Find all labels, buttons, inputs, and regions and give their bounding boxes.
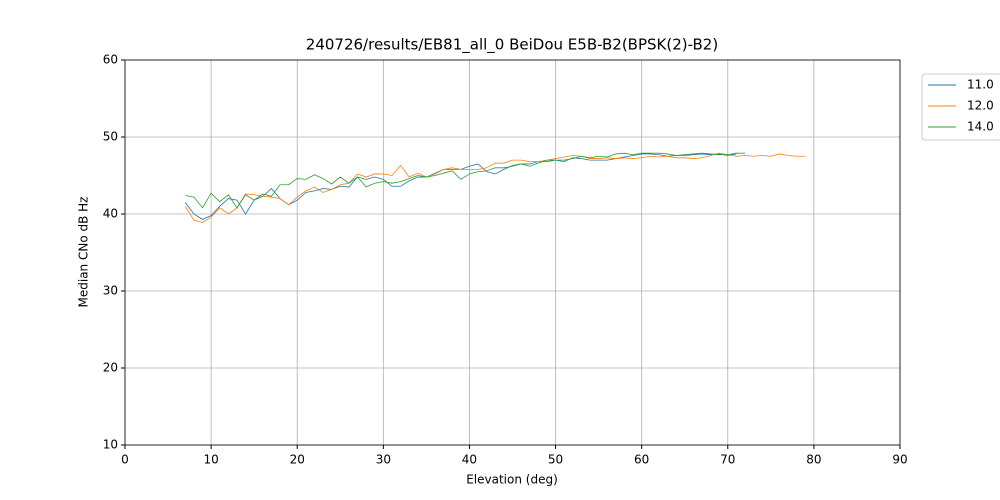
y-tick-label: 60 bbox=[103, 53, 118, 67]
plot-frame bbox=[124, 59, 901, 446]
y-tick-label: 30 bbox=[103, 284, 118, 298]
x-tick-label: 50 bbox=[548, 453, 563, 467]
x-tick-label: 0 bbox=[121, 453, 129, 467]
x-axis-label: Elevation (deg) bbox=[466, 473, 558, 487]
x-tick-label: 90 bbox=[892, 453, 907, 467]
series-line bbox=[185, 152, 745, 209]
x-tick-label: 80 bbox=[806, 453, 821, 467]
x-tick-label: 70 bbox=[720, 453, 735, 467]
x-tick-label: 60 bbox=[634, 453, 649, 467]
legend-label: 12.0 bbox=[967, 99, 994, 113]
series-line bbox=[184, 153, 737, 220]
chart-title: 240726/results/EB81_all_0 BeiDou E5B-B2(… bbox=[306, 36, 718, 55]
y-tick-label: 20 bbox=[103, 361, 118, 375]
legend-label: 11.0 bbox=[967, 78, 994, 92]
x-tick-label: 10 bbox=[203, 453, 218, 467]
legend-label: 14.0 bbox=[967, 120, 994, 134]
y-tick-label: 50 bbox=[103, 130, 118, 144]
series-line bbox=[184, 152, 806, 223]
x-tick-label: 30 bbox=[376, 453, 391, 467]
y-tick-label: 10 bbox=[103, 438, 118, 452]
x-tick-label: 40 bbox=[462, 453, 477, 467]
y-tick-label: 40 bbox=[103, 207, 118, 221]
legend bbox=[921, 73, 1000, 141]
y-axis-label: Median CNo dB Hz bbox=[77, 197, 91, 308]
x-tick-label: 20 bbox=[290, 453, 305, 467]
